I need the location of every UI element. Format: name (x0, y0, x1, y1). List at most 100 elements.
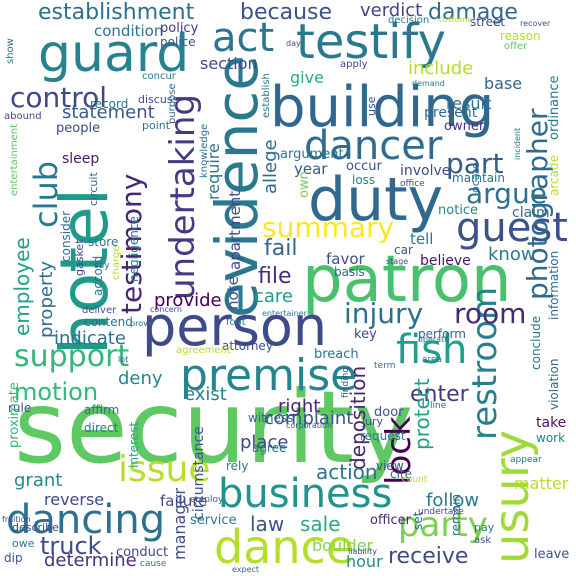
word-indicate: indicate (54, 328, 126, 349)
word-concern: concern (150, 305, 182, 314)
word-sleep: sleep (62, 151, 100, 167)
word-car: car (394, 243, 413, 257)
word-boulder: boulder (312, 536, 374, 555)
word-expect: expect (232, 565, 260, 574)
word-occur: occur (346, 159, 382, 174)
word-violation: violation (547, 358, 561, 410)
word-ask: ask (474, 535, 492, 546)
word-tell: tell (410, 230, 434, 248)
word-perform: perform (418, 327, 466, 341)
word-reverse: reverse (44, 490, 105, 509)
word-area: area (422, 355, 443, 365)
word-apply: apply (340, 59, 368, 70)
word-statement: statement (62, 102, 155, 123)
word-undertaking: undertaking (163, 93, 203, 300)
word-purpose: purpose (167, 83, 178, 124)
word-policy: policy (160, 21, 199, 36)
word-agree: agree (252, 441, 287, 455)
word-usury: usury (484, 430, 540, 564)
word-operate: operate (418, 335, 450, 344)
word-fish: fish (396, 327, 468, 373)
word-fruition: fruition (2, 515, 31, 524)
word-recover: recover (520, 19, 551, 28)
word-argue: argue (466, 177, 547, 210)
word-action: action (316, 460, 378, 484)
word-ordinance: ordinance (547, 75, 562, 140)
word-involve: involve (400, 163, 451, 179)
word-decision: decision (388, 15, 430, 26)
word-fail: fail (264, 236, 298, 261)
word-complaint: complaint (264, 408, 354, 429)
word-result: result (446, 94, 492, 113)
word-negligence: negligence (127, 216, 141, 282)
word-affirm: affirm (84, 403, 120, 417)
word-lot: lot (118, 355, 129, 364)
word-discuss: discuss (138, 93, 179, 106)
word-term: term (374, 361, 396, 371)
word-damage: damage (428, 0, 518, 25)
word-entertainment: entertainment (9, 124, 20, 196)
word-work: work (536, 431, 566, 445)
word-describe: describe (12, 521, 59, 534)
word-concur: concur (142, 71, 176, 82)
word-give: give (290, 68, 324, 87)
word-section: section (200, 54, 258, 73)
word-stage: stage (386, 257, 409, 266)
word-line: line (430, 401, 447, 411)
word-count: count (402, 475, 428, 485)
word-corporation: corporation (286, 421, 333, 430)
word-office: office (400, 179, 425, 189)
word-failure: failure (160, 492, 208, 510)
word-because: because (240, 0, 333, 25)
word-building: building (270, 75, 495, 140)
word-incident: incident (513, 127, 522, 160)
word-show: show (5, 38, 16, 64)
word-present: present (424, 105, 478, 121)
word-guard: guard (38, 24, 190, 84)
word-own: own (297, 171, 312, 198)
word-agreement: agreement (176, 345, 231, 356)
word-part: part (446, 147, 504, 180)
word-point: point (142, 119, 171, 132)
word-provide: provide (154, 290, 222, 311)
word-patron: patron (302, 243, 512, 317)
word-request: request (360, 429, 406, 443)
word-property: property (36, 260, 57, 338)
word-foot: foot (226, 317, 246, 328)
word-consider: consider (59, 210, 73, 262)
word-hour: hour (346, 552, 383, 571)
word-door: door (374, 405, 404, 420)
word-argument: argument (280, 147, 344, 162)
word-rely: rely (226, 459, 249, 473)
word-maintain: maintain (452, 171, 505, 185)
word-store: store (88, 235, 119, 249)
word-act: act (212, 15, 275, 61)
word-breach: breach (314, 347, 359, 362)
word-employ: employ (190, 495, 224, 505)
word-cause: cause (140, 559, 167, 569)
word-employee: employee (10, 237, 34, 336)
word-leave: leave (534, 547, 570, 562)
word-entertainer: entertainer (262, 309, 307, 318)
word-establishment: establishment (38, 0, 195, 25)
word-gasket: gasket (73, 239, 86, 276)
word-receive: receive (388, 544, 469, 569)
word-take: take (536, 415, 567, 431)
word-prove: prove (130, 319, 153, 328)
word-right: right (278, 396, 321, 417)
word-deliver: deliver (82, 305, 117, 316)
word-information: information (547, 250, 561, 320)
word-liability: liability (348, 547, 377, 556)
word-party: party (398, 505, 488, 545)
word-key: key (354, 327, 377, 342)
word-dancer: dancer (304, 123, 443, 169)
word-customer: customer (438, 15, 476, 24)
word-knowledge: knowledge (199, 123, 210, 178)
word-dip: dip (4, 551, 23, 565)
word-testify: testify (296, 14, 446, 70)
word-interest: interest (127, 421, 141, 468)
word-dancing: dancing (6, 497, 166, 543)
word-direct: direct (84, 421, 119, 435)
word-note: note (224, 276, 242, 310)
